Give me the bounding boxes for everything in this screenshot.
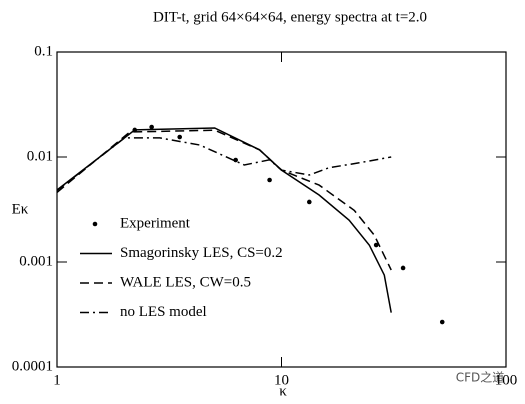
x-tick-label: 10 [274,372,289,388]
data-point [400,265,406,271]
y-tick-label: 0.001 [19,253,53,269]
data-point [177,134,182,140]
data-point [439,319,445,325]
series-line [56,137,392,192]
data-point [373,242,379,248]
x-tick-label: 1 [53,372,61,388]
legend-label: no LES model [120,304,207,320]
legend-label: Smagorinsky LES, CS=0.2 [120,245,283,261]
y-tick-label: 0.0001 [12,358,53,374]
data-point [267,177,272,183]
chart-title: DIT-t, grid 64×64×64, energy spectra at … [153,9,427,25]
legend-marker [92,221,98,227]
legend-label: Experiment [120,215,191,231]
data-point [307,199,312,205]
y-tick-label: 0.1 [34,43,53,59]
watermark: CFD之道 [456,371,505,385]
x-axis-label: κ [279,383,287,399]
y-axis-label: Eκ [12,201,29,217]
y-tick-label: 0.01 [27,148,53,164]
x-tick-label: 100 [495,372,518,388]
data-point [149,124,154,130]
data-point [233,157,238,163]
legend-label: WALE LES, CW=0.5 [120,274,251,290]
series-line [56,127,392,313]
